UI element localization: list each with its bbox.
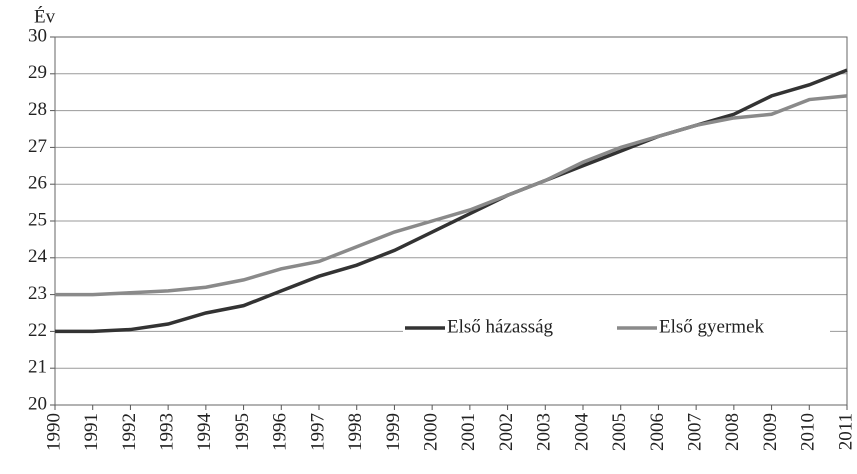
x-tick-label: 2006 [647,413,668,451]
x-tick-label: 2001 [458,413,479,451]
x-tick-label: 2009 [760,413,781,451]
x-tick-label: 1997 [307,413,328,451]
y-tick-label: 21 [28,357,47,378]
x-tick-label: 1992 [119,413,140,451]
y-tick-label: 26 [28,173,47,194]
legend-label: Első gyermek [659,316,765,337]
x-tick-label: 2011 [835,413,856,450]
legend-label: Első házasság [447,316,554,337]
x-tick-label: 1993 [157,413,178,451]
y-tick-label: 30 [28,25,47,46]
y-axis-label: Év [34,5,56,27]
y-tick-label: 28 [28,99,47,120]
y-tick-label: 23 [28,283,47,304]
y-tick-label: 24 [28,246,48,267]
x-tick-label: 1998 [345,413,366,451]
x-tick-label: 2010 [798,413,819,451]
y-tick-label: 27 [28,136,47,157]
x-tick-label: 1990 [43,413,64,451]
plot-border [54,36,848,406]
x-tick-label: 1999 [383,413,404,451]
y-tick-label: 25 [28,209,47,230]
x-tick-label: 2003 [534,413,555,451]
x-tick-label: 2008 [722,413,743,451]
x-tick-label: 1996 [270,413,291,451]
series-line [55,68,848,334]
x-tick-label: 2002 [496,413,517,451]
x-tick-label: 2005 [609,413,630,451]
series-line [55,94,848,297]
x-tick-label: 2000 [421,413,442,451]
y-tick-label: 20 [28,393,47,414]
x-tick-label: 2007 [685,413,706,451]
y-tick-label: 22 [28,320,47,341]
x-tick-label: 1991 [81,413,102,451]
x-tick-label: 1995 [232,413,253,451]
x-tick-label: 2004 [571,413,592,452]
x-tick-label: 1994 [194,413,215,452]
y-tick-label: 29 [28,62,47,83]
